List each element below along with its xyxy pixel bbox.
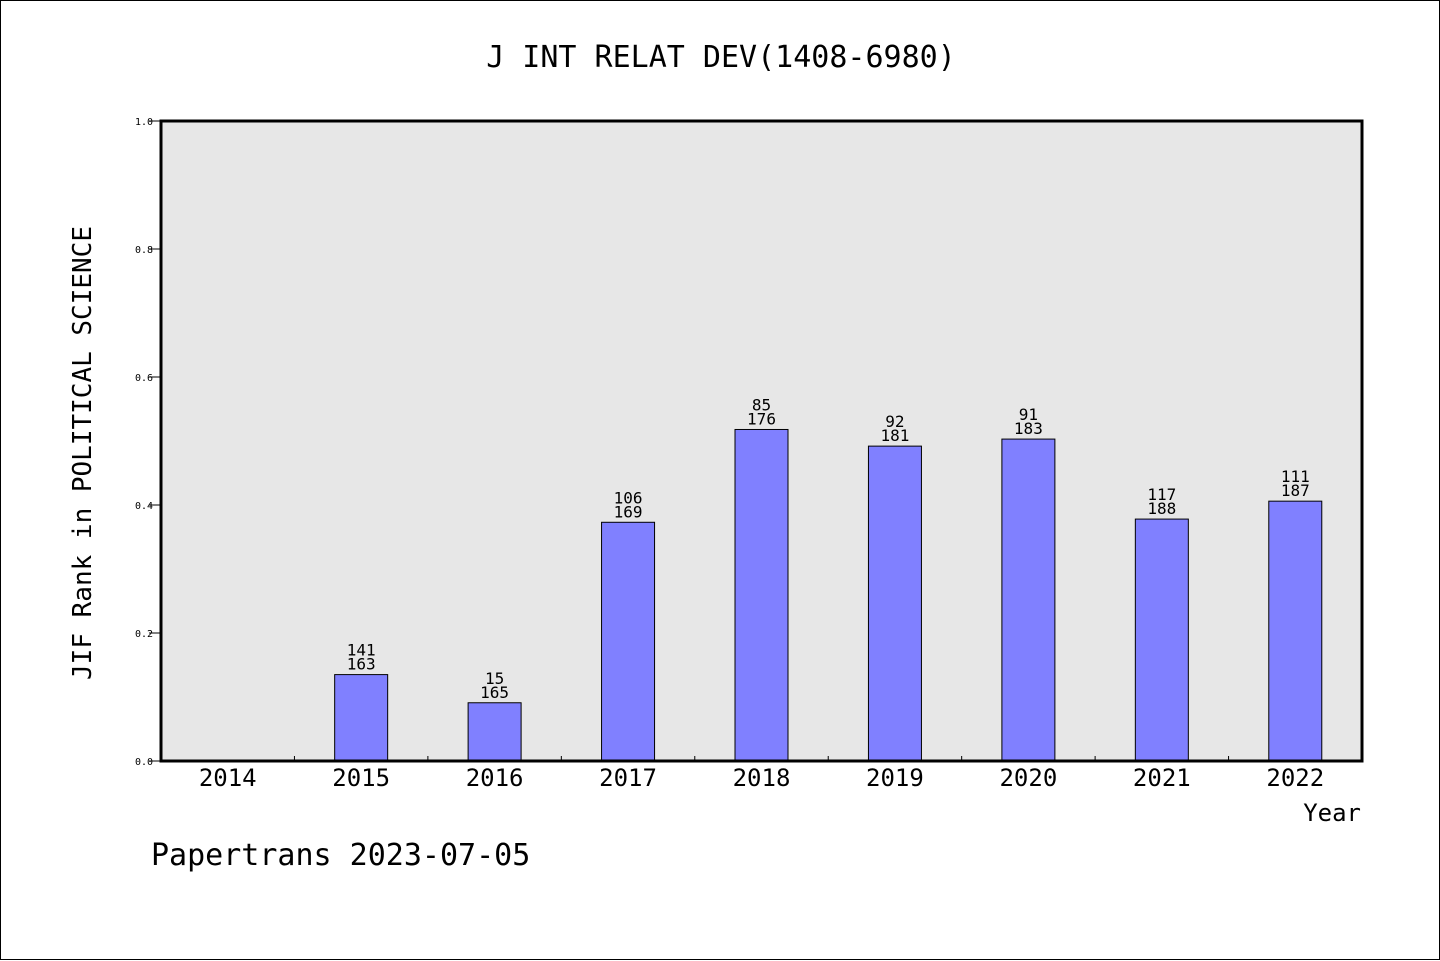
bar-total-label: 169 — [614, 502, 643, 521]
bar-2016 — [467, 702, 522, 762]
bar-2021 — [1134, 518, 1189, 762]
bar-rank-label: 117 — [1147, 485, 1176, 504]
bar-rank-label: 91 — [1019, 405, 1038, 424]
footer-text: Papertrans 2023-07-05 — [151, 838, 530, 873]
x-axis-label: Year — [1303, 799, 1361, 827]
x-tick-label: 2021 — [1133, 764, 1191, 792]
x-tick-label: 2020 — [999, 764, 1057, 792]
bar-total-label: 181 — [880, 426, 909, 445]
bar-total-label: 187 — [1281, 481, 1310, 500]
x-tick-label: 2014 — [199, 764, 257, 792]
bar-2020 — [1001, 438, 1056, 762]
bar-rank-label: 15 — [485, 669, 504, 688]
y-tick-label: 0.2 — [135, 629, 153, 640]
x-tick-label: 2015 — [332, 764, 390, 792]
bar-rank-label: 92 — [885, 412, 904, 431]
bar-total-label: 188 — [1147, 499, 1176, 518]
y-tick-label: 0.4 — [135, 501, 153, 512]
bar-rank-label: 111 — [1281, 467, 1310, 486]
x-tick-label: 2016 — [466, 764, 524, 792]
bar-total-label: 165 — [480, 683, 509, 702]
bar-2018 — [734, 428, 789, 762]
bars-group — [334, 428, 1323, 762]
y-tick-label: 0.0 — [135, 757, 153, 768]
y-tick-label: 0.8 — [135, 245, 153, 256]
bar-2019 — [867, 445, 922, 762]
bar-2022 — [1268, 500, 1323, 762]
bar-rank-label: 106 — [614, 488, 643, 507]
chart-title: J INT RELAT DEV(1408-6980) — [486, 40, 956, 75]
bar-2017 — [601, 521, 656, 762]
y-axis-label: JIF Rank in POLITICAL SCIENCE — [68, 226, 98, 680]
x-tick-label: 2022 — [1266, 764, 1324, 792]
bar-total-label: 163 — [347, 655, 376, 674]
plot-border — [159, 119, 1364, 763]
bar-rank-label: 85 — [752, 395, 771, 414]
x-tick-label: 2018 — [733, 764, 791, 792]
y-tick-label: 0.6 — [135, 373, 153, 384]
bar-total-label: 183 — [1014, 419, 1043, 438]
x-tick-labels-group: 2014 2015 2016 2017 2018 2019 2020 2021 2022 — [199, 764, 1324, 792]
x-tick-label: 2019 — [866, 764, 924, 792]
bar-total-label: 176 — [747, 409, 776, 428]
bar-2015 — [334, 674, 389, 762]
y-axis-ticks: 0.0 0.2 0.4 0.6 0.8 1.0 — [135, 117, 161, 768]
x-tick-label: 2017 — [599, 764, 657, 792]
y-tick-label: 1.0 — [135, 117, 153, 128]
bar-rank-label: 141 — [347, 641, 376, 660]
